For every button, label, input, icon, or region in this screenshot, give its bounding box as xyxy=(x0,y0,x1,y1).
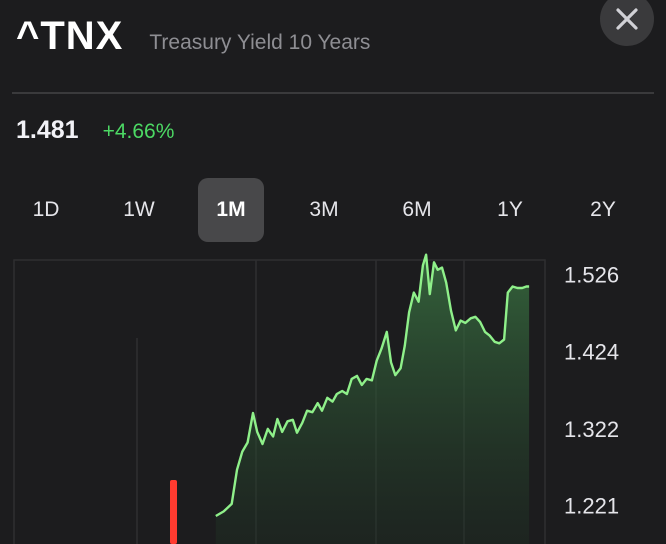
y-tick-label: 1.424 xyxy=(564,340,619,365)
close-button[interactable] xyxy=(600,0,654,46)
tab-1w[interactable]: 1W xyxy=(123,198,155,221)
tab-2y[interactable]: 2Y xyxy=(590,198,616,221)
ticker-symbol: ^TNX xyxy=(16,14,124,58)
tab-1d[interactable]: 1D xyxy=(32,198,60,221)
header: ^TNX Treasury Yield 10 Years xyxy=(16,14,596,74)
close-icon xyxy=(616,8,638,30)
tab-1y[interactable]: 1Y xyxy=(497,198,523,221)
y-tick-label: 1.221 xyxy=(564,493,619,518)
tab-1m[interactable]: 1M xyxy=(198,178,264,242)
chart-frame xyxy=(13,259,546,544)
chart-marker xyxy=(170,480,177,544)
y-tick-label: 1.526 xyxy=(564,262,619,287)
chart-svg: 1.526 1.424 1.322 1.221 xyxy=(13,253,619,544)
y-tick-label: 1.322 xyxy=(564,417,619,442)
current-price: 1.481 xyxy=(16,116,79,144)
quote-row: 1.481 +4.66% xyxy=(16,116,174,145)
price-chart: 1.526 1.424 1.322 1.221 xyxy=(0,250,666,544)
chart-area xyxy=(215,254,530,544)
tab-6m[interactable]: 6M xyxy=(402,198,432,221)
header-divider xyxy=(12,92,654,94)
ticker-subtitle: Treasury Yield 10 Years xyxy=(149,31,371,54)
tab-3m[interactable]: 3M xyxy=(309,198,339,221)
range-tabs: 1D 1W 1M 3M 6M 1Y 2Y xyxy=(0,178,666,242)
price-change: +4.66% xyxy=(102,120,175,143)
chart-line xyxy=(215,253,530,518)
